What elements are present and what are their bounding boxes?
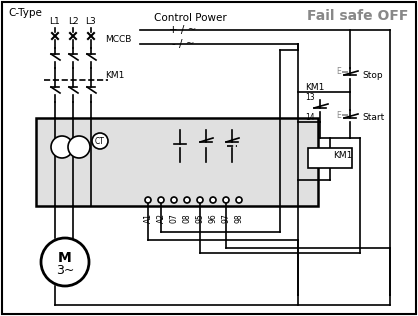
- Text: 97: 97: [222, 213, 230, 223]
- Text: M: M: [58, 251, 72, 265]
- Text: 13: 13: [305, 93, 315, 101]
- Text: 95: 95: [196, 213, 204, 223]
- Text: + / ~: + / ~: [169, 25, 197, 35]
- Text: E: E: [336, 68, 341, 76]
- Text: E: E: [336, 111, 341, 119]
- Text: KM1: KM1: [305, 82, 324, 92]
- Circle shape: [171, 197, 177, 203]
- Text: Control Power: Control Power: [154, 13, 227, 23]
- Text: 14: 14: [305, 113, 315, 123]
- Text: KM1: KM1: [105, 70, 125, 80]
- Text: 96: 96: [209, 213, 217, 223]
- Circle shape: [158, 197, 164, 203]
- Circle shape: [184, 197, 190, 203]
- Text: MCCB: MCCB: [105, 35, 131, 45]
- Circle shape: [236, 197, 242, 203]
- Circle shape: [197, 197, 203, 203]
- Circle shape: [92, 133, 108, 149]
- Circle shape: [41, 238, 89, 286]
- Text: 98: 98: [234, 213, 244, 223]
- Text: CT: CT: [95, 137, 105, 145]
- Text: KM1: KM1: [333, 150, 352, 160]
- Circle shape: [51, 136, 73, 158]
- Text: 07: 07: [170, 213, 178, 223]
- Circle shape: [68, 136, 90, 158]
- Text: 08: 08: [183, 213, 191, 223]
- Text: Stop: Stop: [362, 70, 382, 80]
- Text: C-Type: C-Type: [8, 8, 42, 18]
- Text: 3~: 3~: [56, 264, 74, 276]
- Bar: [308, 148, 352, 168]
- Circle shape: [210, 197, 216, 203]
- Text: L3: L3: [86, 17, 97, 27]
- Text: - / ~: - / ~: [172, 39, 194, 49]
- Circle shape: [223, 197, 229, 203]
- Text: Fail safe OFF: Fail safe OFF: [307, 9, 408, 23]
- Text: A1: A1: [143, 213, 153, 223]
- Bar: [36, 118, 318, 206]
- Text: A2: A2: [156, 213, 166, 223]
- Text: L2: L2: [68, 17, 78, 27]
- Circle shape: [145, 197, 151, 203]
- Text: L1: L1: [50, 17, 60, 27]
- Text: Start: Start: [362, 113, 384, 123]
